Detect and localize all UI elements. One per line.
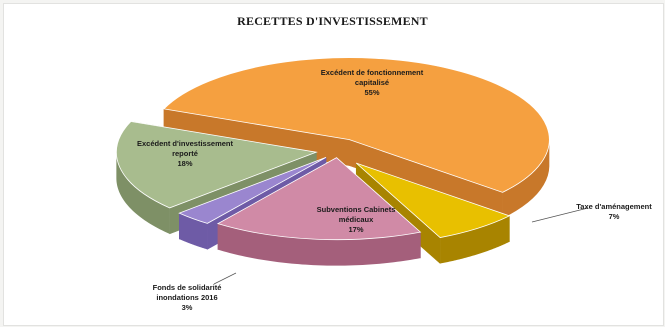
data-label-text: Excédent d'investissement: [137, 139, 233, 148]
data-label-4: Fonds de solidarité inondations 2016 3%: [153, 283, 222, 312]
data-label-5: Excédent d'investissement reporté 18%: [137, 139, 233, 168]
data-label-3: Subventions Cabinets médicaux 17%: [317, 205, 396, 234]
pie-slice-side: [179, 213, 208, 250]
data-label-text: Taxe d'aménagement: [576, 202, 652, 211]
data-label-percent: 17%: [348, 225, 363, 234]
data-label-percent: 55%: [364, 88, 379, 97]
data-label-text: médicaux: [339, 215, 374, 224]
pie-slice-top: [178, 157, 327, 224]
data-label-text: Fonds de solidarité: [153, 283, 222, 292]
pie-slice-top: [355, 162, 511, 238]
data-label-text: Subventions Cabinets: [317, 205, 396, 214]
pie-slice-top: [163, 57, 550, 193]
data-label-1: Excédent de fonctionnement capitalisé 55%: [321, 68, 424, 97]
data-label-percent: 3%: [182, 303, 193, 312]
pie-slice-3: [216, 157, 422, 266]
data-label-percent: 7%: [609, 212, 620, 221]
data-label-text: Excédent de fonctionnement: [321, 68, 424, 77]
data-label-2: Taxe d'aménagement 7%: [576, 202, 652, 221]
data-label-percent: 18%: [177, 159, 192, 168]
pie-slice-1: [163, 57, 550, 219]
data-label-text: inondations 2016: [156, 293, 217, 302]
data-label-text: capitalisé: [355, 78, 389, 87]
pie-slice-side: [502, 140, 550, 219]
pie-slice-side: [440, 215, 510, 264]
leader-line-taxe: [531, 207, 589, 223]
pie-slice-top: [115, 121, 318, 209]
pie-slice-top: [216, 157, 422, 241]
chart-title: RECETTES D'INVESTISSEMENT: [237, 14, 428, 28]
data-label-text: reporté: [172, 149, 198, 158]
leader-line-fonds: [213, 272, 237, 285]
pie-slice-side: [116, 151, 170, 234]
pie-slice-side: [217, 223, 421, 266]
